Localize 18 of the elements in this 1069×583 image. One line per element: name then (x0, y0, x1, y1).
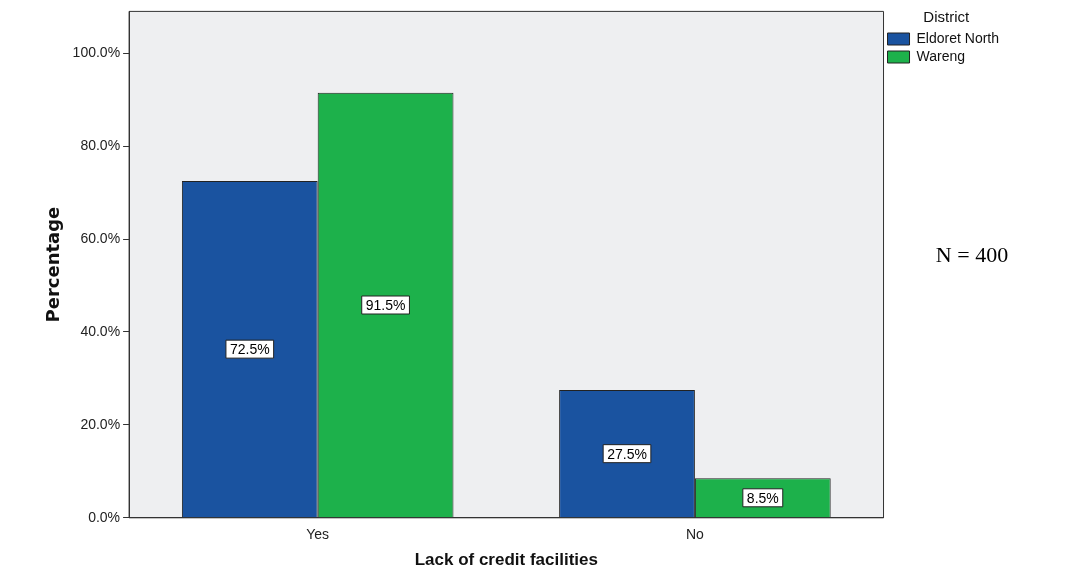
data-label: 8.5% (746, 489, 779, 506)
y-tick-label: 100.0% (72, 44, 121, 61)
data-label: 91.5% (365, 296, 406, 313)
legend-title: District (923, 7, 970, 25)
y-tick-label: 20.0% (80, 415, 121, 432)
data-label: 72.5% (229, 341, 270, 357)
y-tick-label: 60.0% (80, 229, 121, 246)
y-tick-label: 80.0% (80, 136, 121, 153)
legend-label: Wareng (916, 47, 966, 64)
x-axis-title: Lack of credit facilities (414, 550, 598, 570)
y-axis-title: Percentage (42, 206, 64, 323)
y-tick-label: 40.0% (80, 322, 121, 339)
data-label: 27.5% (607, 445, 647, 462)
text: N = 400 (935, 242, 1009, 268)
x-tick-label: Yes (306, 526, 330, 543)
x-tick-label: No (685, 526, 705, 543)
legend-label: Eldoret North (916, 29, 999, 46)
y-tick-label: 0.0% (88, 508, 121, 525)
